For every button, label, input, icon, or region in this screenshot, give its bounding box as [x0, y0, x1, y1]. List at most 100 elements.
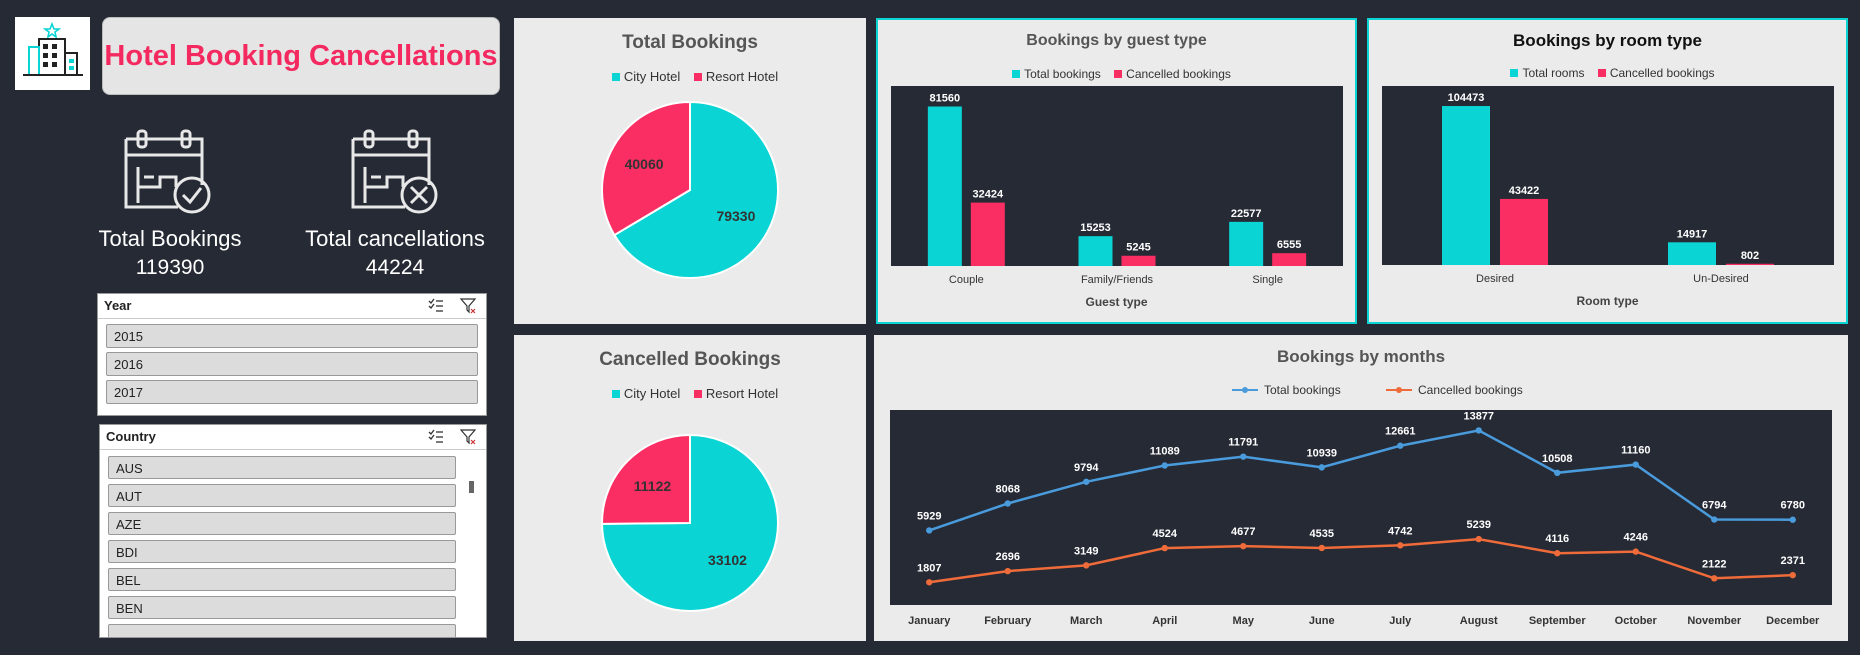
data-point — [1554, 550, 1561, 557]
year-slicer-title: Year — [104, 298, 132, 313]
x-tick-label: Family/Friends — [1081, 274, 1154, 286]
slicer-item-bdi[interactable]: BDI — [108, 540, 456, 563]
data-point — [1083, 478, 1090, 485]
bar — [1668, 242, 1716, 265]
slicer-item-bel[interactable]: BEL — [108, 568, 456, 591]
slicer-item-aus[interactable]: AUS — [108, 456, 456, 479]
slicer-item-aut[interactable]: AUT — [108, 484, 456, 507]
slicer-item-ben[interactable]: BEN — [108, 596, 456, 619]
legend-label-cancelled: Cancelled bookings — [1126, 66, 1231, 81]
x-tick-label: June — [1309, 615, 1335, 627]
slicer-item-2015[interactable]: 2015 — [106, 324, 478, 348]
bar-value-label: 14917 — [1677, 228, 1708, 240]
guest-type-bar-chart: 81560 32424 Couple 15253 5245 Family/Friends 2… — [891, 86, 1343, 286]
data-point — [1554, 469, 1561, 477]
guest-type-xlabel: Guest type — [1085, 295, 1148, 309]
legend-label-resort: Resort Hotel — [705, 69, 779, 85]
bar-value-label: 802 — [1741, 250, 1759, 262]
slicer-item-aze[interactable]: AZE — [108, 512, 456, 535]
cancelled-bookings-title: Cancelled Bookings — [599, 349, 781, 370]
total-bookings-pie: 79330 40060 — [601, 100, 779, 279]
plot-area — [890, 410, 1832, 605]
year-slicer: Year 2015 2016 2017 — [97, 293, 487, 416]
data-label: 2371 — [1781, 555, 1805, 567]
kpi-total-cancellations-label: Total cancellations — [305, 226, 485, 251]
data-point — [1083, 562, 1090, 569]
data-point — [1318, 464, 1325, 471]
data-label: 10939 — [1306, 447, 1337, 459]
calendar-check-icon — [124, 129, 211, 214]
room-type-legend: Total rooms Cancelled bookings — [1369, 65, 1846, 80]
data-label: 5239 — [1467, 519, 1491, 531]
legend-swatch-resort — [693, 389, 702, 398]
slicer-item-2017[interactable]: 2017 — [106, 380, 478, 404]
data-label: 6780 — [1781, 500, 1805, 512]
data-label: 3149 — [1074, 545, 1098, 557]
x-tick-label: September — [1529, 615, 1587, 627]
data-label: 13877 — [1463, 410, 1494, 422]
data-point — [1789, 516, 1796, 523]
bar-value-label: 81560 — [930, 93, 961, 105]
data-label: 9794 — [1074, 462, 1099, 474]
data-point — [1161, 544, 1168, 552]
data-point — [1161, 462, 1168, 469]
bar — [1726, 263, 1774, 265]
x-tick-label: October — [1615, 615, 1658, 627]
bar-value-label: 104473 — [1448, 92, 1485, 104]
total-bookings-title: Total Bookings — [622, 32, 758, 53]
legend-label-cancelled: Cancelled bookings — [1418, 383, 1523, 397]
data-label: 11089 — [1150, 445, 1180, 457]
months-line-chart: 5929 8068 9794 11089 11791 10939 12661 13877 105… — [890, 410, 1832, 627]
legend-swatch-total — [1510, 68, 1519, 77]
pie-label: 79330 — [716, 208, 755, 224]
x-tick-label: March — [1070, 615, 1103, 627]
multi-select-icon[interactable] — [428, 298, 444, 314]
data-point — [1475, 427, 1482, 434]
bar — [1500, 198, 1548, 265]
pie-slice-resort-hotel — [601, 433, 691, 525]
x-tick-label: February — [984, 615, 1032, 627]
data-point — [1632, 548, 1639, 555]
data-point — [1711, 516, 1718, 523]
kpi-total-bookings-value: 119390 — [135, 256, 205, 279]
months-panel: Bookings by months Total bookings Cancel… — [874, 335, 1848, 641]
total-bookings-legend: City Hotel Resort Hotel — [514, 68, 866, 84]
bar-value-label: 15253 — [1080, 222, 1111, 234]
data-label: 4677 — [1231, 526, 1255, 538]
slicer-item-2016[interactable]: 2016 — [106, 352, 478, 376]
kpi-total-bookings-label: Total Bookings — [98, 226, 242, 251]
x-tick-label: April — [1152, 615, 1177, 627]
calendar-x-icon — [351, 129, 438, 214]
data-label: 5929 — [917, 510, 941, 522]
country-slicer-header: Country — [100, 425, 486, 450]
data-point — [1318, 544, 1325, 552]
clear-filter-icon[interactable] — [460, 429, 476, 445]
multi-select-icon[interactable] — [428, 429, 444, 445]
legend-marker-total — [1242, 387, 1248, 393]
legend-marker-cancelled — [1396, 387, 1402, 393]
legend-label-total: Total bookings — [1264, 383, 1341, 397]
bar-value-label: 22577 — [1231, 208, 1262, 220]
data-point — [1397, 442, 1404, 449]
country-slicer: Country AUS AUT AZE BDI BEL BEN — [99, 424, 487, 638]
data-label: 4246 — [1624, 532, 1648, 544]
slicer-item-partial[interactable] — [108, 624, 456, 637]
room-type-title: Bookings by room type — [1513, 31, 1702, 50]
x-tick-label: November — [1687, 615, 1742, 627]
guest-type-legend: Total bookings Cancelled bookings — [878, 66, 1355, 81]
bar-value-label: 32424 — [973, 189, 1004, 201]
series-line-total — [928, 429, 1793, 532]
x-tick-label: December — [1766, 615, 1820, 627]
bar — [1272, 253, 1307, 266]
data-point — [1397, 542, 1404, 549]
pie-label: 40060 — [625, 156, 664, 172]
clear-filter-icon[interactable] — [460, 298, 476, 314]
legend-label-total: Total bookings — [1024, 66, 1101, 81]
data-point — [1632, 461, 1639, 468]
data-point — [1240, 542, 1247, 550]
months-title: Bookings by months — [1276, 347, 1446, 366]
data-label: 4535 — [1310, 528, 1334, 540]
x-tick-label: Un-Desired — [1693, 273, 1749, 285]
data-point — [1004, 567, 1011, 575]
slicer-scrollbar[interactable] — [469, 481, 474, 493]
